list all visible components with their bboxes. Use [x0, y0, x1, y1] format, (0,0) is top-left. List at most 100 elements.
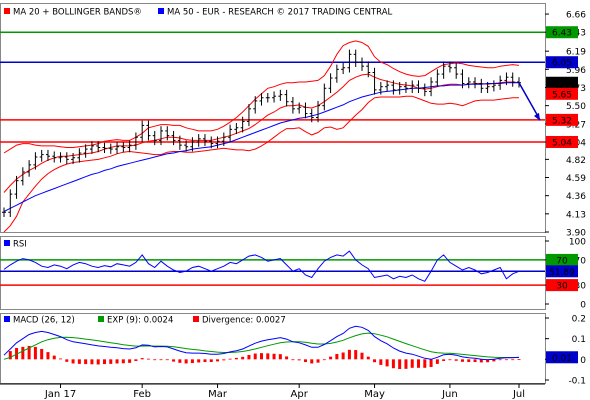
divergence-bar: [285, 356, 289, 360]
rsi-axis-tick-label: 30: [575, 282, 587, 292]
divergence-bar: [303, 359, 307, 363]
price-axis-tick-label: 4.59: [566, 174, 586, 184]
divergence-bar: [222, 359, 226, 361]
divergence-bar: [354, 350, 358, 360]
divergence-bar: [272, 353, 276, 360]
legend-macd-label: MACD (26, 12): [13, 316, 75, 326]
divergence-bar: [429, 359, 433, 367]
divergence-bar: [84, 359, 88, 365]
x-axis-label-feb: Feb: [133, 389, 151, 400]
divergence-bar: [90, 359, 94, 365]
divergence-bar: [203, 359, 207, 363]
divergence-bar: [260, 353, 263, 360]
divergence-bar: [197, 359, 201, 363]
divergence-bar: [121, 359, 125, 364]
divergence-bar: [373, 359, 377, 363]
price-axis-tick-label: 5.96: [566, 66, 586, 76]
price-level-tag: [546, 113, 578, 126]
legend-swatch-macd: [4, 316, 10, 322]
price-level-label: 6.05: [552, 59, 572, 69]
macd-axis-tick-label: 0.2: [572, 315, 586, 325]
divergence-bar: [454, 359, 458, 361]
legend-exp-label: EXP (9): 0.0024: [107, 316, 173, 326]
price-panel: MA 20 + BOLLINGER BANDS® MA 50 - EUR - RE…: [0, 3, 586, 239]
divergence-bar: [448, 359, 452, 361]
macd-axis-tick-label: 0: [580, 356, 586, 366]
divergence-bar: [146, 358, 150, 360]
divergence-bar: [96, 359, 100, 365]
divergence-bar: [442, 359, 446, 361]
divergence-bar: [46, 352, 50, 360]
ma20-line: [3, 73, 520, 193]
divergence-bar: [52, 355, 56, 360]
divergence-bar: [241, 356, 245, 360]
x-axis-label-mar: Mar: [208, 389, 228, 400]
divergence-bar: [27, 345, 31, 360]
price-axis-tick-label: 4.36: [566, 192, 586, 202]
divergence-bar: [15, 347, 19, 360]
divergence-bar: [423, 359, 427, 368]
macd-line: [3, 325, 520, 361]
divergence-bar: [379, 359, 383, 365]
divergence-bar: [410, 359, 414, 368]
divergence-bar: [435, 359, 439, 364]
divergence-bar: [322, 359, 326, 361]
macd-level-tag: [546, 351, 578, 364]
divergence-bar: [178, 359, 182, 363]
rsi-level-tag: [546, 253, 578, 266]
rsi-level-label: 30: [556, 282, 568, 292]
divergence-bar: [115, 359, 119, 364]
divergence-bar: [134, 359, 138, 361]
bollinger-lower-line: [3, 95, 519, 233]
divergence-bar: [417, 359, 421, 368]
divergence-bar: [172, 359, 176, 362]
divergence-bar: [247, 354, 251, 360]
divergence-bar: [59, 358, 63, 360]
divergence-bar: [278, 354, 282, 360]
divergence-bar: [479, 359, 483, 363]
x-axis-label-jan-17: Jan 17: [44, 389, 76, 400]
divergence-bar: [511, 359, 515, 361]
divergence-bar: [335, 353, 339, 360]
legend-divergence-label: Divergence: 0.0027: [202, 316, 286, 326]
divergence-bar: [234, 357, 238, 360]
x-axis-label-may: May: [364, 389, 385, 400]
forecast-arrowhead: [534, 112, 540, 121]
divergence-bar: [190, 359, 194, 364]
legend-swatch-rsi: [4, 240, 10, 246]
divergence-bar: [21, 346, 25, 360]
divergence-bar: [385, 359, 389, 367]
divergence-bar: [398, 359, 402, 370]
divergence-bar: [347, 349, 351, 360]
x-axis-label-jun: Jun: [441, 389, 458, 400]
price-level-label: 5.04: [552, 138, 572, 148]
price-level-label: 5.79: [552, 79, 572, 89]
x-axis-label-apr: Apr: [291, 389, 309, 400]
divergence-bar: [8, 351, 12, 360]
legend-ma20-label: MA 20 + BOLLINGER BANDS®: [13, 8, 142, 18]
divergence-bar: [71, 359, 75, 364]
price-level-tag: [546, 87, 578, 100]
divergence-bar: [109, 359, 113, 364]
legend-swatch-divergence: [193, 316, 199, 322]
rsi-level-label: 51.89: [549, 268, 575, 278]
price-level-tag: [546, 76, 578, 89]
rsi-level-tag: [546, 279, 578, 292]
divergence-bar: [467, 359, 471, 363]
divergence-bar: [209, 359, 213, 363]
divergence-bar: [40, 349, 44, 360]
forecast-arrow: [518, 82, 541, 121]
divergence-bar: [517, 359, 521, 360]
legend-swatch-ma20: [4, 8, 10, 14]
divergence-bar: [253, 353, 257, 360]
divergence-bar: [297, 359, 301, 361]
rsi-level-label: 70: [556, 256, 568, 266]
divergence-bar: [316, 359, 320, 363]
price-level-tag: [546, 135, 578, 148]
legend-ma50-label: MA 50 - EUR - RESEARCH © 2017 TRADING CE…: [167, 8, 393, 18]
divergence-bar: [329, 356, 333, 360]
macd-signal-line: [3, 332, 519, 360]
